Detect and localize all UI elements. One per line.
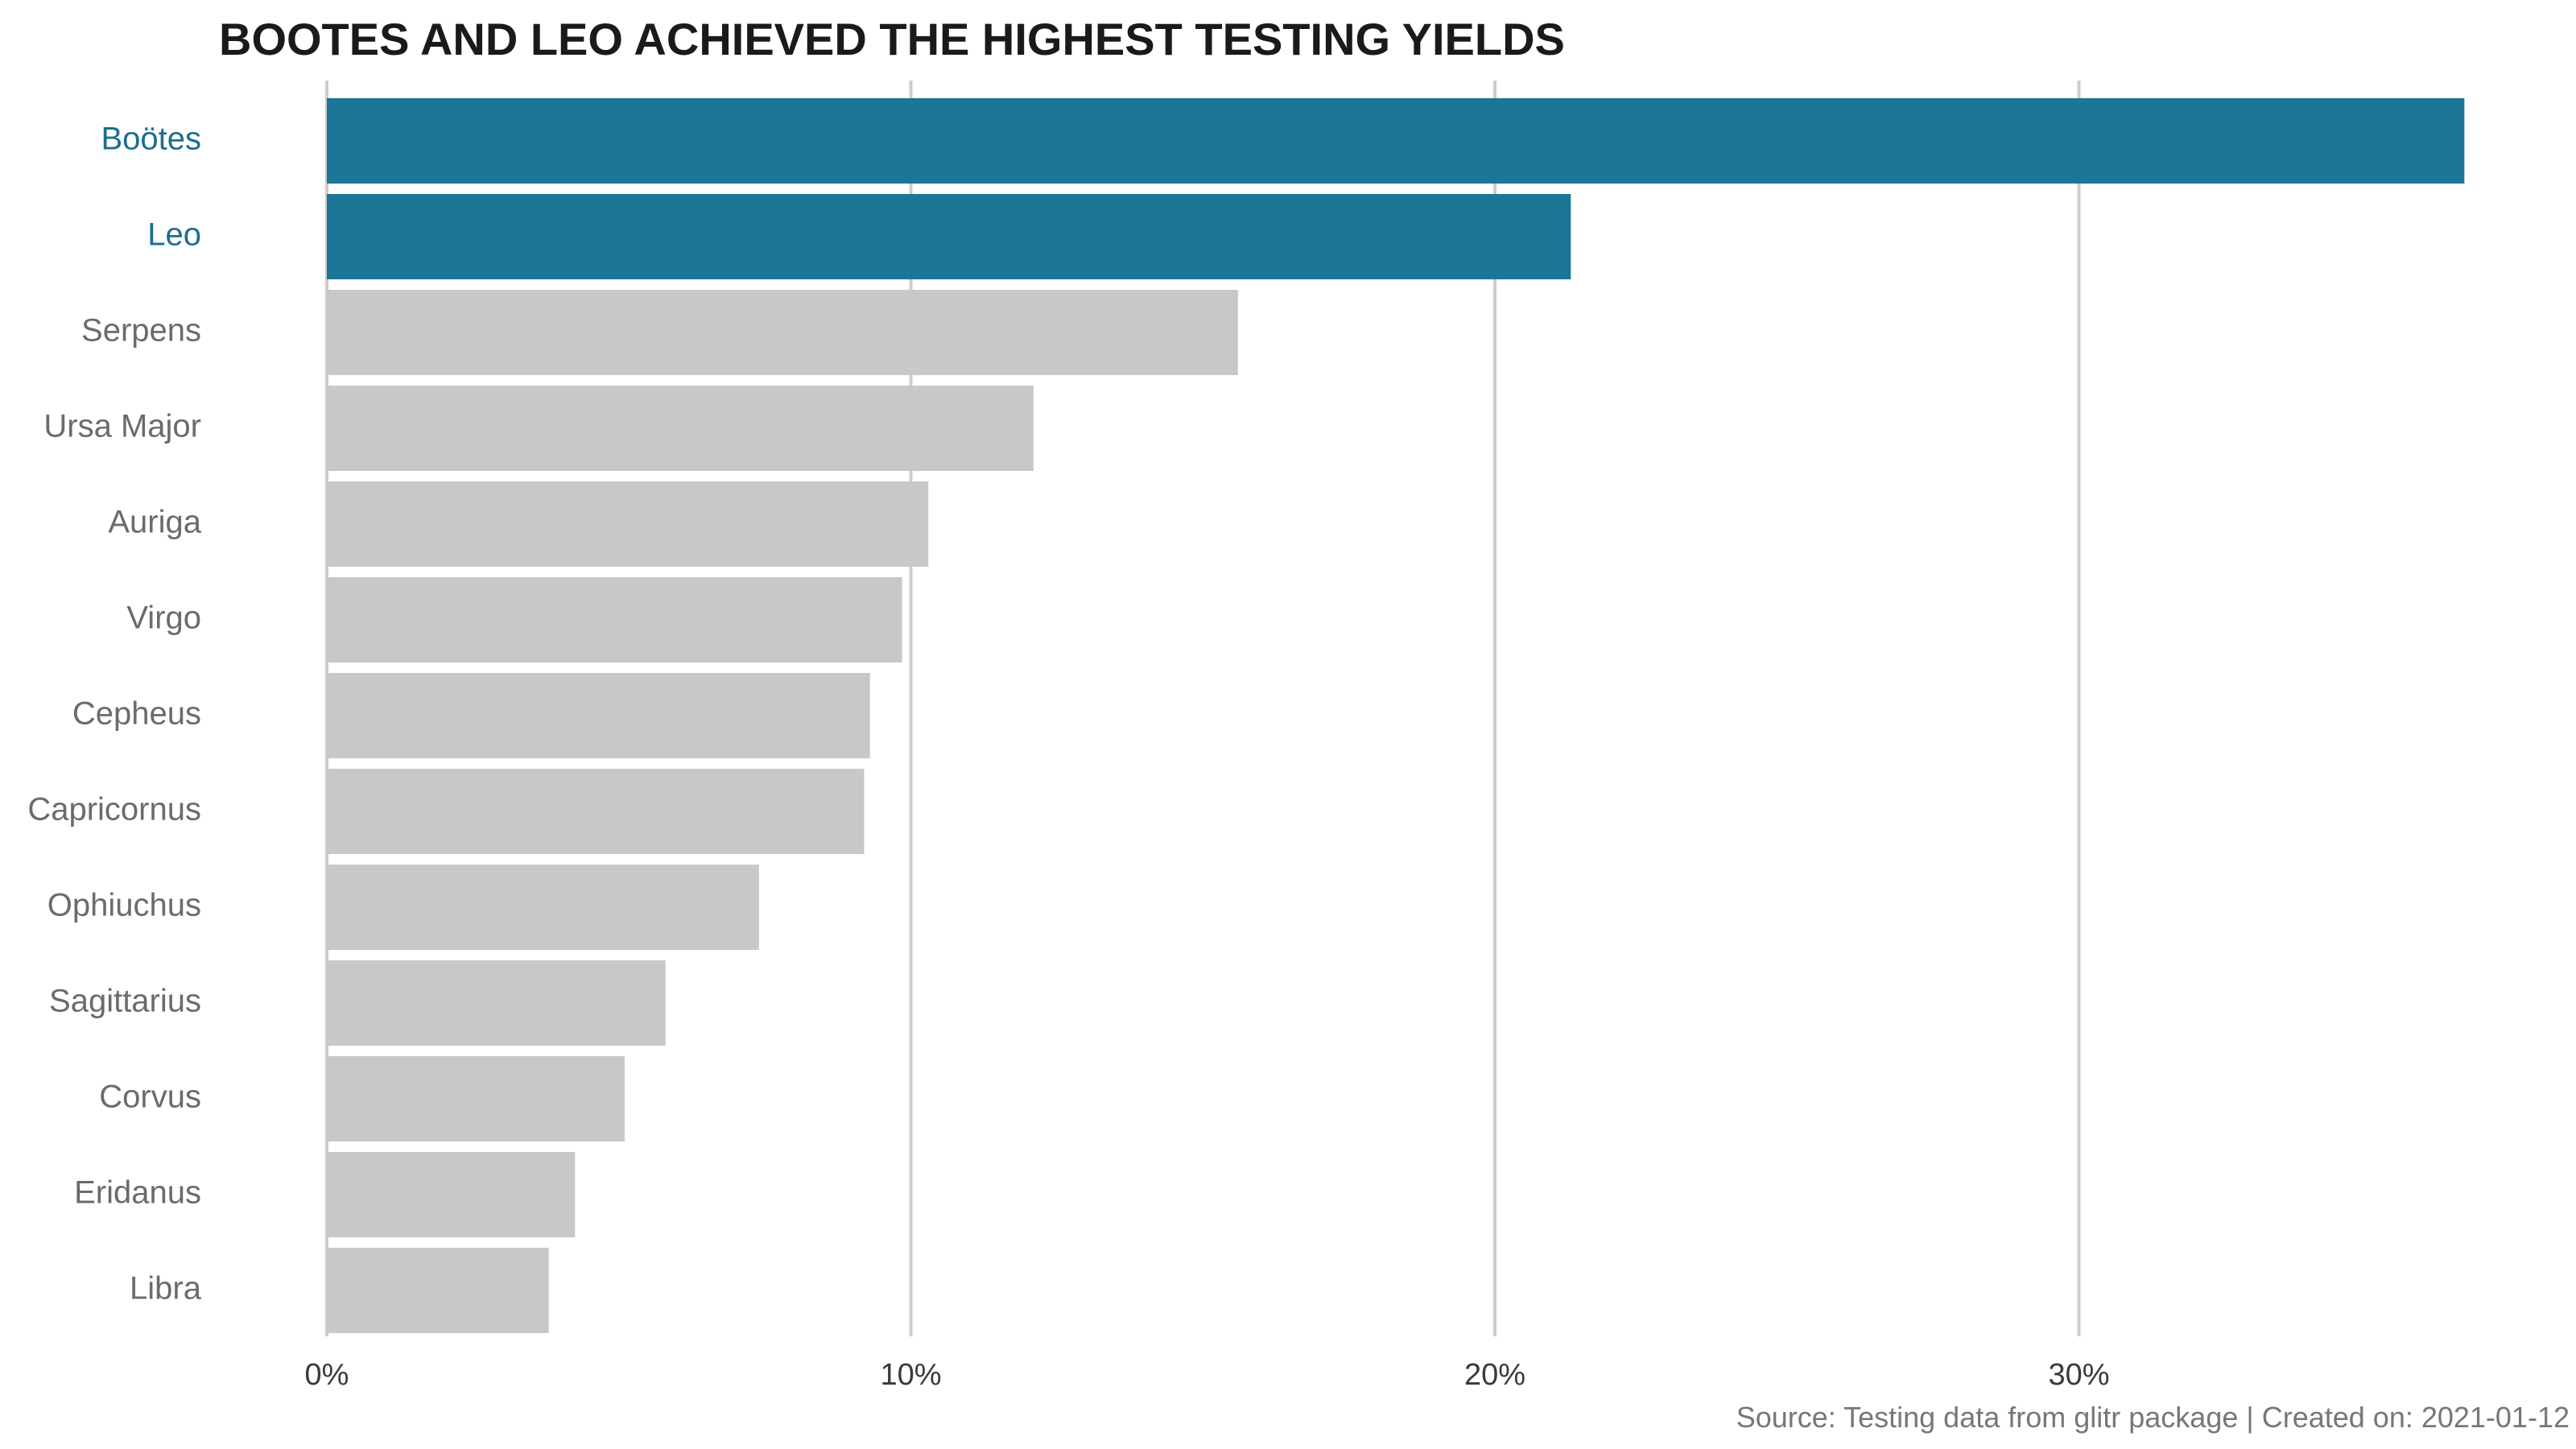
bar: [327, 290, 1238, 375]
category-label: Corvus: [99, 1080, 201, 1115]
bar: [327, 577, 902, 663]
category-label: Cepheus: [72, 696, 201, 732]
bar: [327, 1248, 549, 1333]
category-label: Serpens: [81, 313, 201, 349]
x-tick-label: 10%: [880, 1358, 941, 1392]
chart-title: BOOTES AND LEO ACHIEVED THE HIGHEST TEST…: [219, 14, 1565, 64]
bar: [327, 1056, 625, 1141]
bar: [327, 865, 759, 950]
category-label: Ursa Major: [43, 409, 201, 444]
category-label: Virgo: [126, 601, 201, 636]
chart-caption: Source: Testing data from glitr package …: [1736, 1401, 2570, 1434]
category-label: Boötes: [101, 122, 201, 157]
bar: [327, 194, 1571, 279]
category-label: Auriga: [108, 505, 201, 540]
x-tick-label: 30%: [2048, 1358, 2109, 1392]
x-tick-label: 20%: [1464, 1358, 1525, 1392]
bar: [327, 673, 870, 758]
bar: [327, 1152, 576, 1237]
category-label: Ophiuchus: [47, 888, 201, 923]
x-tick-label: 0%: [305, 1358, 349, 1392]
category-label: Eridanus: [74, 1175, 201, 1211]
category-label: Libra: [130, 1271, 202, 1307]
category-label: Leo: [147, 217, 201, 253]
bar: [327, 960, 666, 1046]
category-label: Capricornus: [27, 792, 201, 828]
bar: [327, 386, 1034, 471]
bar: [327, 481, 929, 567]
bars: [327, 98, 2465, 1333]
category-labels: Boötes Leo Serpens Ursa Major Auriga Virgo Cep…: [27, 122, 201, 1307]
bar: [327, 769, 865, 854]
x-tick-labels: 0% 10% 20% 30%: [305, 1358, 2110, 1392]
category-label: Sagittarius: [49, 984, 201, 1019]
bar: [327, 98, 2465, 184]
